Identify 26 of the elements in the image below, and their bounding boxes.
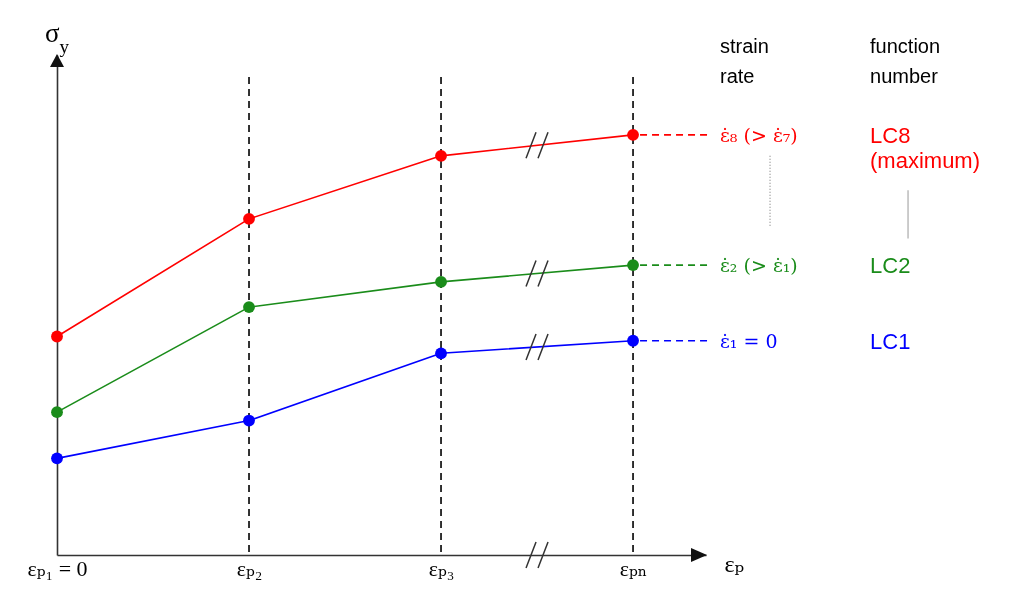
point: [435, 275, 447, 288]
legend-label: ε̇₁ = 0: [720, 329, 778, 352]
text: LC2: [870, 252, 911, 278]
point: [51, 330, 63, 343]
point: [243, 414, 255, 427]
legend-label: ε̇₂ (> ε̇₁): [720, 254, 798, 277]
point: [627, 334, 639, 347]
x-axis-title: εₚ: [724, 550, 745, 577]
x-tick-label: εₚ₂: [236, 555, 263, 581]
x-tick-label: εₚₙ: [619, 555, 648, 581]
point: [243, 301, 255, 314]
point: [435, 149, 447, 162]
text: LC8 (maximum): [870, 122, 981, 173]
text: function number: [870, 35, 946, 87]
point: [627, 259, 639, 271]
point: [627, 128, 639, 141]
x-tick-label: εₚ₃: [428, 555, 455, 581]
point: [51, 452, 63, 465]
text: LC1: [870, 328, 911, 354]
y-axis-title: σ$_{y}$: [45, 18, 70, 57]
point: [435, 347, 447, 360]
x-tick-label: εₚ₁ = 0: [27, 555, 88, 581]
point: [243, 212, 255, 225]
legend-label: ε̇₈ (> ε̇₇): [720, 123, 798, 146]
point: [51, 406, 63, 419]
legend-title: strain rate: [720, 35, 775, 87]
